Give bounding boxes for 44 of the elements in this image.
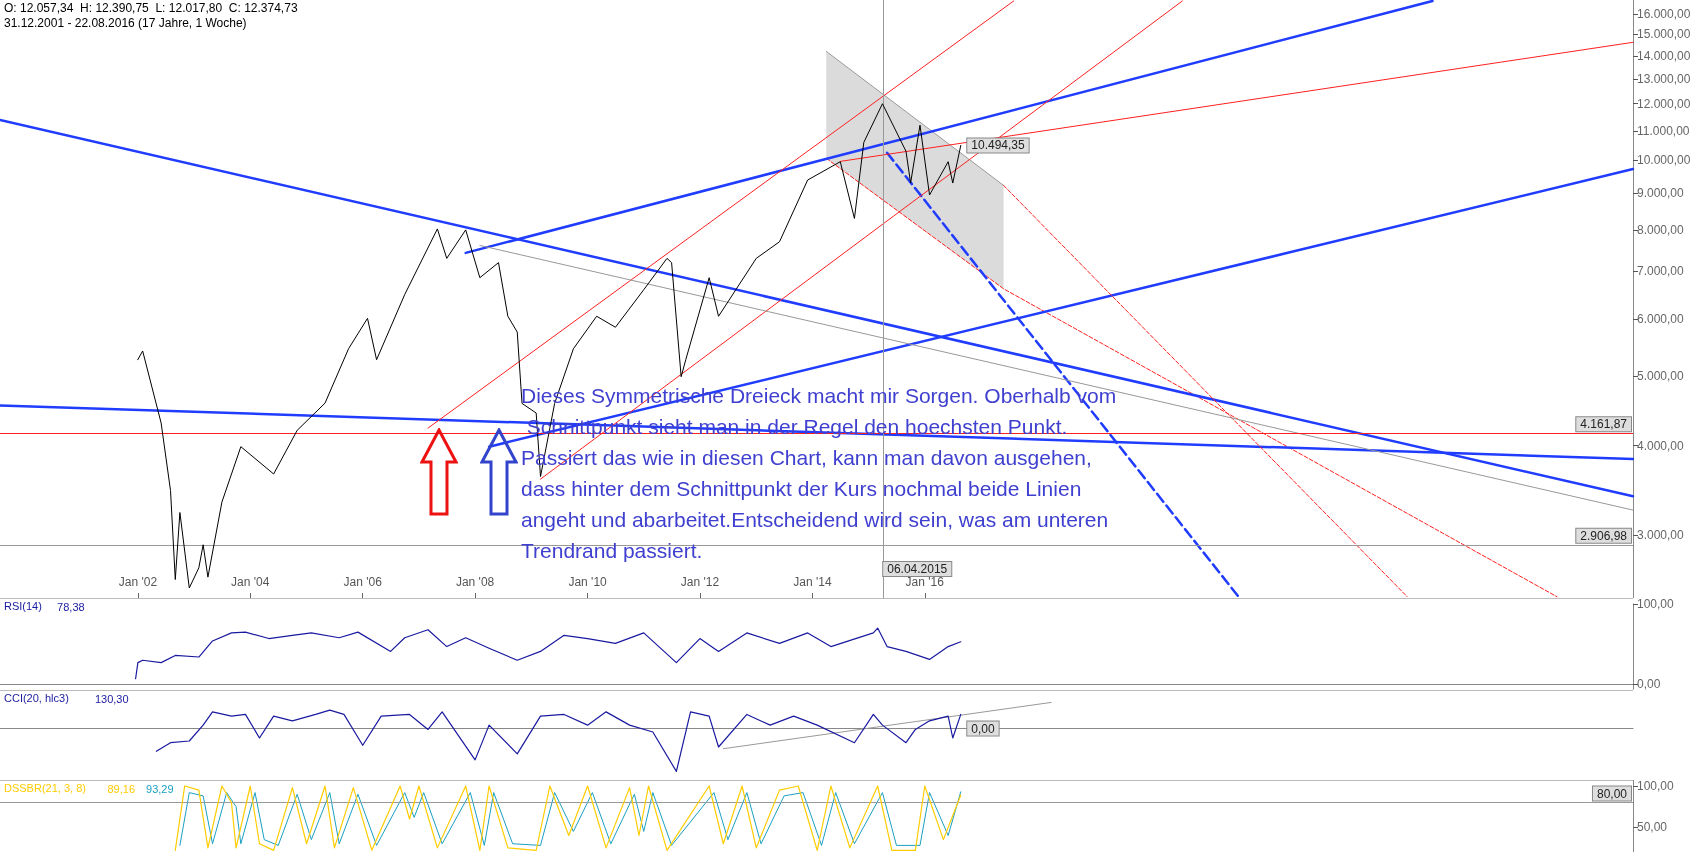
y-tick-label: 11.000,00: [1637, 123, 1690, 138]
x-tick-label: Jan '08: [455, 575, 495, 589]
chart-title: O: 12.057,34 H: 12.390,75 L: 12.017,80 C: 12.374,73: [4, 1, 298, 15]
y-tick-label: 10.000,00: [1637, 153, 1691, 168]
chart-title: RSI(14): [4, 599, 42, 612]
y-tick-label: 100,00: [1637, 779, 1675, 793]
y-tick-label: 0,00: [1637, 677, 1661, 692]
x-tick-label: Jan '10: [568, 575, 608, 589]
x-tick-label: Jan '06: [343, 575, 383, 589]
line-series: [134, 627, 962, 680]
ref-line-label: 4.161,87: [1580, 417, 1628, 432]
y-tick-label: 100,00: [1637, 597, 1675, 611]
ref-line-label: 80,00: [1596, 786, 1628, 801]
annotation: 10.494,35: [971, 138, 1025, 153]
series-label: 93,29: [146, 783, 174, 795]
x-tick-label: Jan '02: [118, 575, 158, 589]
text: 78,38: [57, 601, 85, 613]
text: 89,16: [107, 783, 136, 795]
y-tick-label: 14.000,00: [1637, 48, 1691, 63]
ref-line-label: 2.906,98: [1580, 528, 1628, 543]
text: 31.12.2001 - 22.08.2016 (17 Jahre, 1 Woche): [4, 16, 247, 30]
y-tick-label: 4.000,00: [1637, 438, 1685, 453]
y-tick-label: 16.000,00: [1637, 7, 1691, 22]
y-tick-label: 13.000,00: [1637, 71, 1691, 86]
annotation: 0,00: [971, 721, 995, 736]
ref-line-label: 06.04.2015: [887, 562, 948, 576]
line-series: [179, 791, 962, 846]
x-tick-label: Jan '12: [680, 575, 720, 589]
text: 130,30: [94, 693, 129, 705]
y-tick-label: 6.000,00: [1637, 312, 1685, 327]
y-tick-label: 9.000,00: [1637, 186, 1685, 201]
y-tick-label: 8.000,00: [1637, 222, 1685, 237]
x-tick-label: Jan '16: [905, 575, 945, 589]
line-series: [174, 785, 962, 851]
chart-title: DSSBR(21, 3, 8): [4, 781, 86, 794]
y-tick-label: 5.000,00: [1637, 369, 1685, 384]
chart-title: CCI(20, hlc3): [4, 691, 69, 704]
x-tick-label: Jan '04: [231, 575, 270, 589]
y-tick-label: 3.000,00: [1637, 528, 1685, 542]
y-tick-label: 12.000,00: [1637, 96, 1691, 111]
x-tick-label: Jan '14: [793, 575, 832, 589]
y-tick-label: 15.000,00: [1637, 27, 1691, 42]
y-tick-label: 7.000,00: [1637, 264, 1685, 279]
y-tick-label: 50,00: [1637, 820, 1668, 835]
